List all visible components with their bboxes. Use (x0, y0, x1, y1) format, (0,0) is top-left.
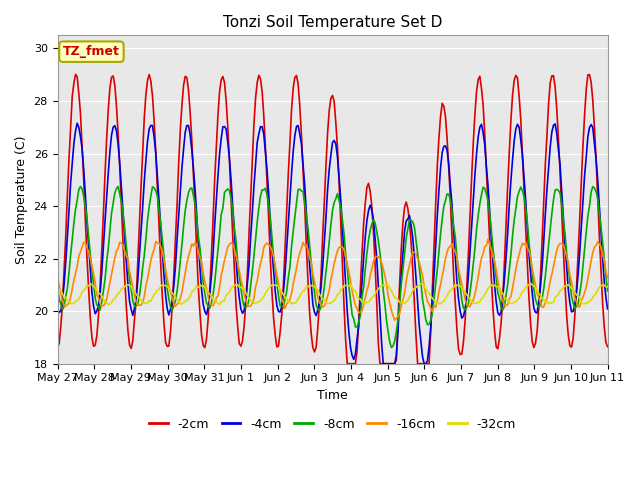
-4cm (225, 155, 233, 161)
-4cm (476, 124, 484, 130)
-8cm (225, 188, 233, 193)
-32cm (492, 284, 500, 289)
-16cm (484, 236, 492, 242)
-2cm (344, 361, 351, 367)
-16cm (65, 300, 73, 306)
Line: -16cm: -16cm (58, 239, 607, 320)
Line: -4cm: -4cm (58, 123, 607, 364)
-32cm (104, 302, 112, 308)
-2cm (65, 156, 73, 162)
-32cm (54, 285, 61, 290)
-32cm (225, 289, 233, 295)
-16cm (391, 317, 399, 323)
-4cm (65, 208, 73, 214)
-4cm (74, 120, 81, 126)
-8cm (54, 286, 61, 291)
-2cm (488, 275, 495, 281)
-8cm (358, 295, 366, 300)
Legend: -2cm, -4cm, -8cm, -16cm, -32cm: -2cm, -4cm, -8cm, -16cm, -32cm (144, 413, 521, 436)
-4cm (604, 306, 611, 312)
-32cm (527, 280, 534, 286)
Line: -32cm: -32cm (58, 283, 607, 305)
-16cm (356, 309, 364, 315)
-8cm (476, 201, 484, 207)
-32cm (486, 284, 493, 289)
-4cm (488, 235, 495, 241)
-8cm (388, 345, 396, 350)
-4cm (380, 361, 387, 367)
-8cm (115, 183, 122, 189)
Line: -2cm: -2cm (58, 74, 607, 364)
-4cm (494, 310, 502, 315)
-32cm (474, 300, 482, 305)
-32cm (604, 284, 611, 290)
Text: TZ_fmet: TZ_fmet (63, 45, 120, 58)
-16cm (54, 274, 61, 280)
-2cm (494, 346, 502, 352)
-2cm (604, 344, 611, 349)
Title: Tonzi Soil Temperature Set D: Tonzi Soil Temperature Set D (223, 15, 442, 30)
-16cm (604, 275, 611, 280)
-32cm (358, 299, 366, 305)
-8cm (494, 290, 502, 296)
-2cm (360, 221, 367, 227)
-8cm (604, 288, 611, 294)
-16cm (488, 246, 495, 252)
-4cm (358, 279, 366, 285)
-16cm (494, 278, 502, 284)
Y-axis label: Soil Temperature (C): Soil Temperature (C) (15, 135, 28, 264)
X-axis label: Time: Time (317, 389, 348, 402)
-4cm (54, 305, 61, 311)
Line: -8cm: -8cm (58, 186, 607, 348)
-8cm (488, 227, 495, 232)
-2cm (72, 72, 79, 77)
-16cm (224, 244, 232, 250)
-32cm (65, 299, 73, 305)
-2cm (476, 73, 484, 79)
-2cm (54, 345, 61, 350)
-16cm (474, 274, 482, 280)
-8cm (65, 270, 73, 276)
-2cm (225, 157, 233, 163)
